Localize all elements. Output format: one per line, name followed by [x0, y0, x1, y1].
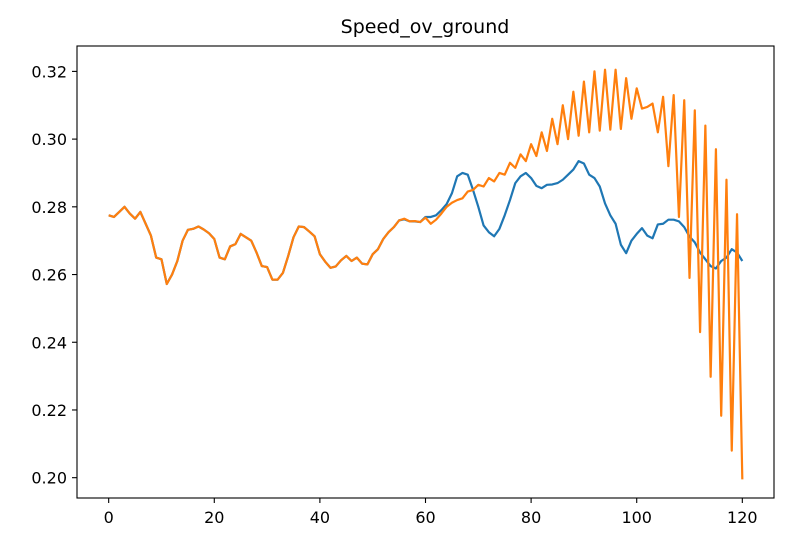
- series-layer: [108, 68, 744, 480]
- x-tick-label: 40: [310, 508, 330, 527]
- y-tick-label: 0.24: [31, 333, 67, 352]
- series-line-0: [108, 160, 744, 286]
- y-tick-label: 0.30: [31, 130, 67, 149]
- chart-title: Speed_ov_ground: [341, 16, 510, 38]
- y-tick-label: 0.22: [31, 401, 67, 420]
- x-tick-label: 120: [727, 508, 758, 527]
- x-tick-label: 0: [104, 508, 114, 527]
- y-axis: 0.20 0.22 0.24 0.26 0.28 0.30 0.32: [31, 62, 77, 488]
- y-tick-label: 0.20: [31, 469, 67, 488]
- y-tick-label: 0.32: [31, 62, 67, 81]
- series-line-1: [108, 68, 744, 480]
- y-tick-label: 0.28: [31, 198, 67, 217]
- plot-area-frame: [76, 45, 775, 499]
- x-axis: 0 20 40 60 80 100 120: [104, 498, 758, 527]
- x-tick-label: 100: [621, 508, 652, 527]
- y-tick-label: 0.26: [31, 266, 67, 285]
- x-tick-label: 80: [521, 508, 541, 527]
- x-tick-label: 20: [204, 508, 224, 527]
- x-tick-label: 60: [415, 508, 435, 527]
